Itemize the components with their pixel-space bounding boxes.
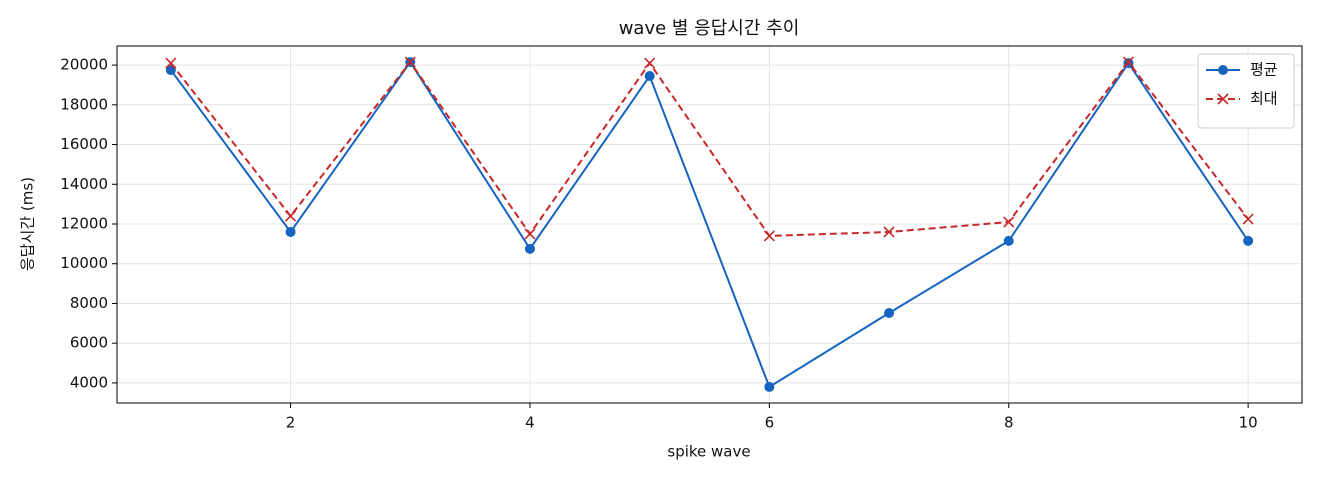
legend-label: 평균 <box>1250 61 1278 79</box>
y-tick-label: 16000 <box>60 135 108 153</box>
y-tick-label: 4000 <box>70 373 108 391</box>
marker <box>883 226 895 238</box>
x-tick-label: 6 <box>765 414 775 432</box>
marker <box>1122 56 1135 68</box>
y-tick-label: 18000 <box>60 95 108 113</box>
marker <box>1003 235 1014 246</box>
marker <box>524 243 535 254</box>
y-tick-label: 20000 <box>60 56 108 74</box>
marker <box>524 228 536 240</box>
y-tick-label: 10000 <box>60 254 108 272</box>
x-axis-label: spike wave <box>667 443 750 461</box>
marker <box>1218 65 1228 75</box>
chart-title: wave 별 응답시간 추이 <box>619 18 800 39</box>
marker <box>764 381 775 392</box>
marker <box>1243 235 1254 246</box>
marker <box>1242 213 1254 225</box>
marker <box>1217 93 1229 105</box>
y-tick-label: 12000 <box>60 215 108 233</box>
legend-label: 최대 <box>1250 90 1278 108</box>
y-tick-label: 8000 <box>70 294 108 312</box>
legend-box <box>1197 53 1295 129</box>
x-tick-label: 4 <box>525 414 535 432</box>
series-line <box>170 60 1249 389</box>
marker <box>644 70 655 81</box>
x-tick-label: 8 <box>1004 414 1014 432</box>
series-line <box>170 60 1249 237</box>
y-tick-label: 14000 <box>60 175 108 193</box>
marker <box>1003 216 1015 228</box>
marker <box>763 230 775 242</box>
plot-frame <box>116 45 1303 404</box>
x-tick-label: 2 <box>286 414 296 432</box>
marker <box>404 56 416 68</box>
marker <box>165 57 177 69</box>
marker <box>644 57 656 69</box>
marker <box>284 210 297 222</box>
marker <box>884 308 895 319</box>
y-tick-label: 6000 <box>70 334 108 352</box>
x-tick-label: 10 <box>1239 414 1258 432</box>
marker <box>285 226 296 237</box>
y-axis-label: 응답시간 (ms) <box>19 177 37 271</box>
